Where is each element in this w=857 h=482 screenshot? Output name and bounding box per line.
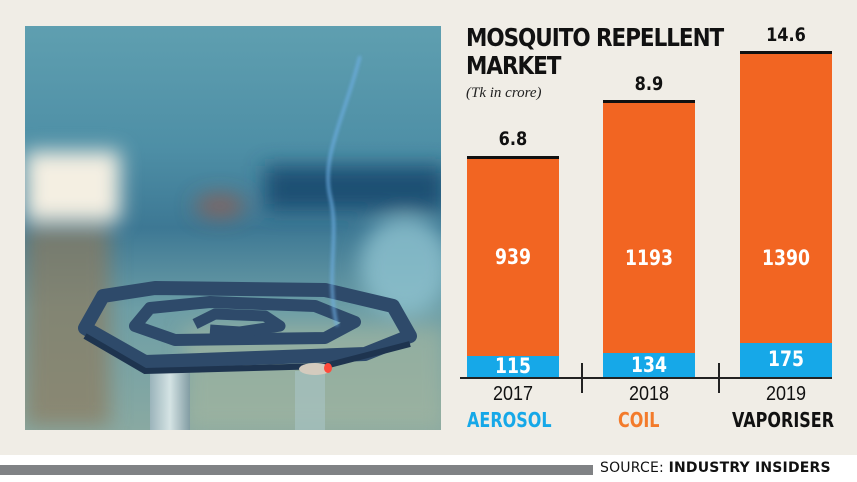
chart-subtitle: (Tk in crore) [466,85,542,101]
segment-label-aerosol-2019: 175 [768,347,804,371]
bar-segment-coil-2018: 1193 [603,103,695,353]
bar-segment-aerosol-2017: 115 [467,354,559,378]
bar-segment-coil-2019: 1390 [740,54,832,343]
source-prefix: SOURCE: [600,460,664,476]
segment-label-coil-2017: 939 [495,245,531,269]
bar-total-2018: 8.9 [634,73,664,95]
bar-segment-aerosol-2019: 175 [740,343,832,378]
chart-title: MOSQUITO REPELLENT MARKET [466,23,724,80]
segment-label-aerosol-2017: 115 [495,354,531,378]
x-axis-divider [718,363,720,393]
chart-title-line2: MARKET [466,51,561,80]
segment-label-aerosol-2018: 134 [631,353,667,377]
bar-2017: 939 115 [467,156,559,378]
x-axis-baseline [460,377,832,379]
footer-rule [0,465,593,475]
bar-2019: 1390 175 [740,51,832,378]
x-axis-divider [581,363,583,393]
source-credit: SOURCE: INDUSTRY INSIDERS [600,460,831,476]
x-tick-label-2018: 2018 [628,383,670,405]
bar-segment-coil-2017: 939 [467,159,559,356]
stacked-bar-chart: 6.8 939 115 8.9 1193 134 14.6 1390 175 2… [460,24,835,432]
bar-2018: 1193 134 [603,100,695,378]
mosquito-coil-illustration [25,55,441,430]
legend-coil: COIL [618,408,660,432]
bar-total-2019: 14.6 [766,24,806,46]
segment-label-coil-2018: 1193 [625,246,673,270]
legend-vaporiser: VAPORISER [732,408,835,432]
mosquito-coil-photo [25,26,441,430]
legend-aerosol: AEROSOL [467,408,552,432]
segment-label-coil-2019: 1390 [762,246,810,270]
bar-segment-aerosol-2018: 134 [603,353,695,378]
bar-total-2017: 6.8 [498,128,528,150]
source-name: INDUSTRY INSIDERS [668,460,831,476]
x-tick-label-2019: 2019 [765,383,807,405]
x-tick-label-2017: 2017 [492,383,534,405]
chart-title-line1: MOSQUITO REPELLENT [466,23,724,52]
